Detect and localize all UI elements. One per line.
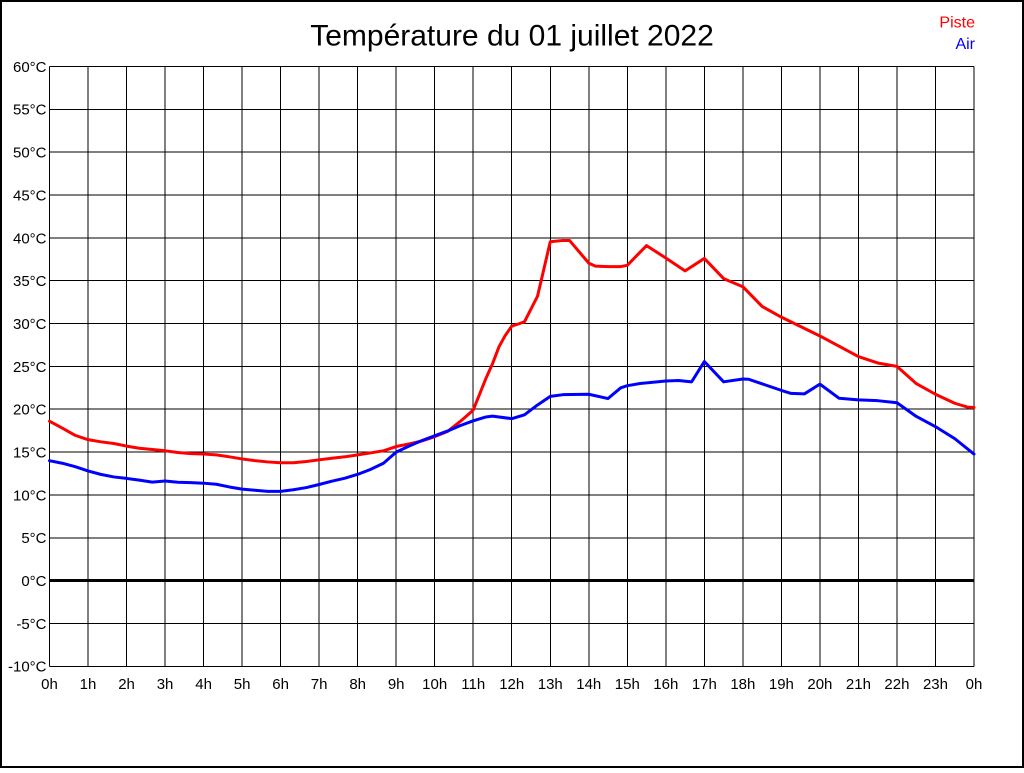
- svg-text:Piste: Piste: [939, 15, 975, 32]
- svg-text:55°C: 55°C: [13, 102, 47, 119]
- svg-text:60°C: 60°C: [13, 59, 47, 76]
- svg-text:10°C: 10°C: [13, 487, 47, 504]
- svg-text:5°C: 5°C: [21, 530, 46, 547]
- svg-text:20°C: 20°C: [13, 402, 47, 419]
- svg-text:20h: 20h: [807, 676, 832, 693]
- svg-text:-5°C: -5°C: [16, 616, 46, 633]
- svg-text:10h: 10h: [422, 676, 447, 693]
- svg-text:8h: 8h: [349, 676, 366, 693]
- svg-text:14h: 14h: [576, 676, 601, 693]
- svg-text:15h: 15h: [615, 676, 640, 693]
- svg-text:17h: 17h: [692, 676, 717, 693]
- svg-text:12h: 12h: [499, 676, 524, 693]
- svg-text:40°C: 40°C: [13, 230, 47, 247]
- svg-text:50°C: 50°C: [13, 145, 47, 162]
- svg-text:6h: 6h: [272, 676, 289, 693]
- svg-text:23h: 23h: [923, 676, 948, 693]
- svg-text:25°C: 25°C: [13, 359, 47, 376]
- svg-text:30°C: 30°C: [13, 316, 47, 333]
- svg-text:0h: 0h: [41, 676, 58, 693]
- svg-text:45°C: 45°C: [13, 187, 47, 204]
- svg-text:19h: 19h: [769, 676, 794, 693]
- svg-text:Température du 01 juillet 2022: Température du 01 juillet 2022: [310, 20, 714, 53]
- svg-text:22h: 22h: [884, 676, 909, 693]
- svg-text:13h: 13h: [538, 676, 563, 693]
- svg-text:11h: 11h: [461, 676, 485, 693]
- svg-text:0°C: 0°C: [21, 573, 46, 590]
- svg-text:2h: 2h: [118, 676, 135, 693]
- svg-text:0h: 0h: [966, 676, 983, 693]
- svg-text:15°C: 15°C: [13, 445, 47, 462]
- svg-text:4h: 4h: [195, 676, 212, 693]
- svg-text:16h: 16h: [653, 676, 678, 693]
- svg-text:1h: 1h: [80, 676, 97, 693]
- svg-text:35°C: 35°C: [13, 273, 47, 290]
- svg-text:Air: Air: [955, 36, 975, 53]
- svg-text:7h: 7h: [311, 676, 328, 693]
- svg-text:21h: 21h: [846, 676, 871, 693]
- svg-text:-10°C: -10°C: [8, 659, 47, 676]
- svg-text:18h: 18h: [730, 676, 755, 693]
- svg-text:3h: 3h: [157, 676, 174, 693]
- svg-text:9h: 9h: [388, 676, 405, 693]
- svg-text:5h: 5h: [234, 676, 251, 693]
